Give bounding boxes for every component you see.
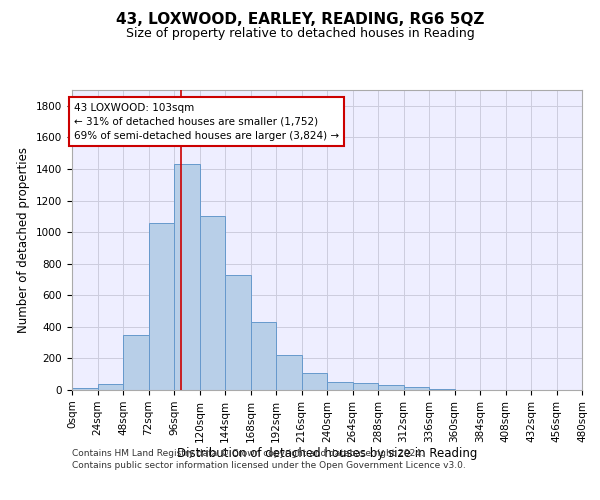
Bar xyxy=(353,383,378,390)
Y-axis label: Number of detached properties: Number of detached properties xyxy=(17,147,31,333)
Text: Size of property relative to detached houses in Reading: Size of property relative to detached ho… xyxy=(125,28,475,40)
Text: Contains public sector information licensed under the Open Government Licence v3: Contains public sector information licen… xyxy=(72,461,466,470)
Bar xyxy=(327,382,353,390)
Text: Contains HM Land Registry data © Crown copyright and database right 2024.: Contains HM Land Registry data © Crown c… xyxy=(72,448,424,458)
Bar xyxy=(404,387,429,390)
Bar xyxy=(123,334,149,390)
Bar xyxy=(276,356,302,390)
Bar xyxy=(429,389,455,390)
Bar xyxy=(149,222,174,390)
Bar xyxy=(199,216,225,390)
X-axis label: Distribution of detached houses by size in Reading: Distribution of detached houses by size … xyxy=(177,448,477,460)
Bar xyxy=(251,322,276,390)
Text: 43, LOXWOOD, EARLEY, READING, RG6 5QZ: 43, LOXWOOD, EARLEY, READING, RG6 5QZ xyxy=(116,12,484,28)
Text: 43 LOXWOOD: 103sqm
← 31% of detached houses are smaller (1,752)
69% of semi-deta: 43 LOXWOOD: 103sqm ← 31% of detached hou… xyxy=(74,102,339,141)
Bar xyxy=(225,274,251,390)
Bar xyxy=(97,384,123,390)
Bar xyxy=(302,374,327,390)
Bar xyxy=(174,164,199,390)
Bar xyxy=(378,386,404,390)
Bar xyxy=(72,388,97,390)
